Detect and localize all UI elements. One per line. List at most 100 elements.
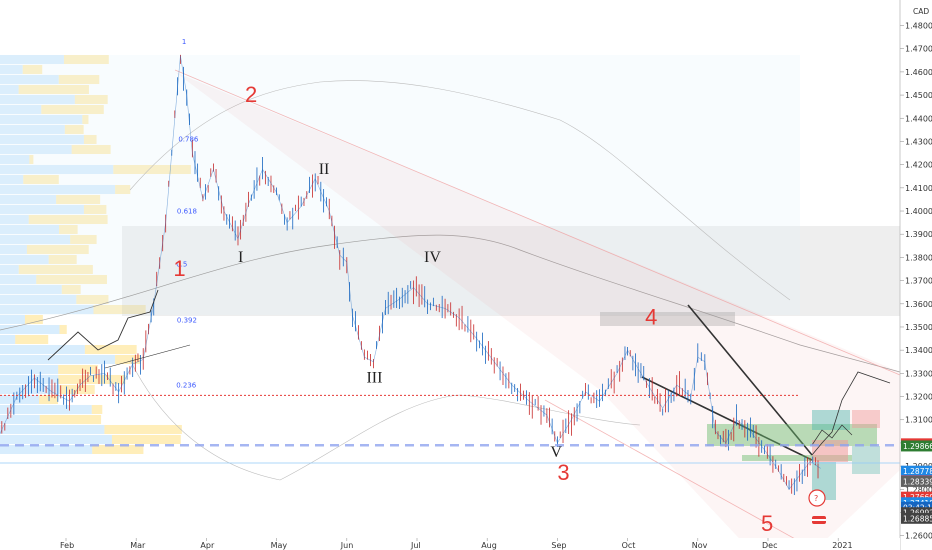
teal-box-right bbox=[852, 446, 880, 474]
volume-bar-blue bbox=[0, 285, 62, 294]
price-tag-label: 1.26885 bbox=[903, 514, 932, 523]
y-tick-label: 1.48000 bbox=[905, 22, 932, 31]
wedge-top-line bbox=[687, 304, 813, 456]
volume-bar-blue bbox=[0, 165, 114, 174]
volume-bar-yellow bbox=[71, 145, 111, 154]
volume-bar-blue bbox=[0, 445, 93, 454]
volume-bar-blue bbox=[0, 145, 72, 154]
wave-label: IV bbox=[424, 249, 441, 266]
volume-bar-yellow bbox=[93, 305, 146, 314]
consolidation-zone bbox=[122, 226, 900, 316]
fib-level-label: 1 bbox=[182, 38, 186, 46]
bollinger-upper bbox=[129, 80, 791, 301]
volume-bar-yellow bbox=[18, 85, 89, 94]
volume-bar-blue bbox=[0, 65, 23, 74]
wave-label: III bbox=[366, 370, 382, 387]
price-tag-label: 1.28778 bbox=[903, 467, 932, 476]
wave-label: II bbox=[319, 161, 330, 178]
volume-bar-yellow bbox=[70, 235, 97, 244]
fib-labels: 1 0.786 0.618 0.5 0.392 0.236 bbox=[176, 38, 199, 389]
volume-bar-blue bbox=[0, 75, 59, 84]
y-tick-label: 1.41000 bbox=[905, 184, 932, 193]
volume-bar-yellow bbox=[83, 205, 107, 214]
wave-label: V bbox=[550, 444, 562, 461]
volume-bar-blue bbox=[0, 355, 116, 364]
y-tick-label: 1.37000 bbox=[905, 277, 932, 286]
volume-bar-yellow bbox=[82, 115, 89, 124]
wave-label: 3 bbox=[557, 460, 569, 485]
fib-level-label: 0.236 bbox=[176, 381, 197, 389]
x-tick-label: Sep bbox=[551, 541, 566, 550]
volume-bar-blue bbox=[0, 125, 65, 134]
early-arrow-path bbox=[47, 289, 159, 361]
volume-bar-yellow bbox=[64, 125, 84, 134]
volume-bar-blue bbox=[0, 265, 19, 274]
y-axis-ticks: 1.48000 1.47000 1.46000 1.45000 1.44000 1.430… bbox=[900, 22, 932, 541]
volume-bar-blue bbox=[0, 385, 60, 394]
volume-bar-blue bbox=[0, 325, 60, 334]
price-tags: 1.299551.298661.298551.287781.283581.283… bbox=[901, 438, 932, 524]
volume-bar-yellow bbox=[58, 365, 98, 374]
y-tick-label: 1.47000 bbox=[905, 45, 932, 54]
x-tick-label: 2021 bbox=[832, 541, 852, 550]
volume-bar-blue bbox=[0, 95, 75, 104]
x-tick-label: Jul bbox=[410, 541, 421, 550]
y-tick-label: 1.45000 bbox=[905, 91, 932, 100]
volume-bar-blue bbox=[0, 405, 92, 414]
event-icon[interactable]: ? bbox=[808, 489, 826, 507]
volume-bar-yellow bbox=[26, 245, 89, 254]
y-tick-label: 1.39000 bbox=[905, 230, 932, 239]
descending-channel bbox=[175, 72, 900, 550]
volume-bar-blue bbox=[0, 225, 60, 234]
wave-label: 4 bbox=[645, 305, 657, 330]
volume-bar-yellow bbox=[58, 75, 100, 84]
x-tick-label: Feb bbox=[60, 541, 74, 550]
volume-bar-blue bbox=[0, 55, 64, 64]
early-arrow-line bbox=[104, 344, 191, 369]
price-tag bbox=[901, 507, 932, 519]
trendline-lower bbox=[544, 399, 816, 550]
y-tick-label: 1.26000 bbox=[905, 532, 932, 541]
fib-level-label: 0.786 bbox=[178, 135, 199, 143]
volume-bar-yellow bbox=[22, 65, 43, 74]
currency-label: CAD bbox=[913, 7, 929, 16]
price-series bbox=[0, 55, 821, 490]
x-tick-label: Nov bbox=[692, 541, 708, 550]
y-tick-label: 1.40000 bbox=[905, 207, 932, 216]
svg-text:?: ? bbox=[814, 494, 818, 503]
wave-label: I bbox=[238, 249, 243, 266]
x-axis-ticks: Feb Mar Apr May Jun Jul Aug Sep Oct Nov Dec 2021 bbox=[60, 538, 853, 550]
resistance-box bbox=[600, 312, 735, 326]
volume-bar-blue bbox=[0, 185, 116, 194]
volume-bar-yellow bbox=[83, 135, 97, 144]
x-tick-label: Aug bbox=[481, 541, 497, 550]
volume-bar-yellow bbox=[39, 395, 58, 404]
fib-level-label: 0.392 bbox=[177, 316, 197, 324]
y-tick-label: 1.38000 bbox=[905, 253, 932, 262]
candles-layer bbox=[1, 54, 819, 496]
volume-bar-yellow bbox=[115, 185, 131, 194]
x-tick-label: May bbox=[271, 541, 288, 550]
volume-bar-yellow bbox=[61, 285, 81, 294]
volume-bar-yellow bbox=[113, 165, 191, 174]
flag-icon[interactable] bbox=[812, 516, 826, 524]
volume-bar-yellow bbox=[18, 265, 93, 274]
fib-level-label: 0.5 bbox=[176, 261, 187, 269]
volume-bar-blue bbox=[0, 85, 19, 94]
volume-bar-yellow bbox=[56, 195, 101, 204]
volume-bar-yellow bbox=[28, 215, 108, 224]
price-tag bbox=[901, 491, 932, 503]
y-tick-label: 1.31000 bbox=[905, 416, 932, 425]
price-line bbox=[0, 55, 821, 490]
y-tick-label: 1.35000 bbox=[905, 323, 932, 332]
y-tick-label: 1.42000 bbox=[905, 161, 932, 170]
volume-bar-yellow bbox=[104, 425, 182, 434]
price-tag bbox=[901, 512, 932, 524]
volume-bar-blue bbox=[0, 375, 59, 384]
price-tag bbox=[901, 475, 932, 487]
volume-bar-blue bbox=[0, 155, 30, 164]
volume-bar-yellow bbox=[63, 55, 109, 64]
y-tick-label: 1.28000 bbox=[905, 485, 932, 494]
volume-bar-blue bbox=[0, 425, 105, 434]
